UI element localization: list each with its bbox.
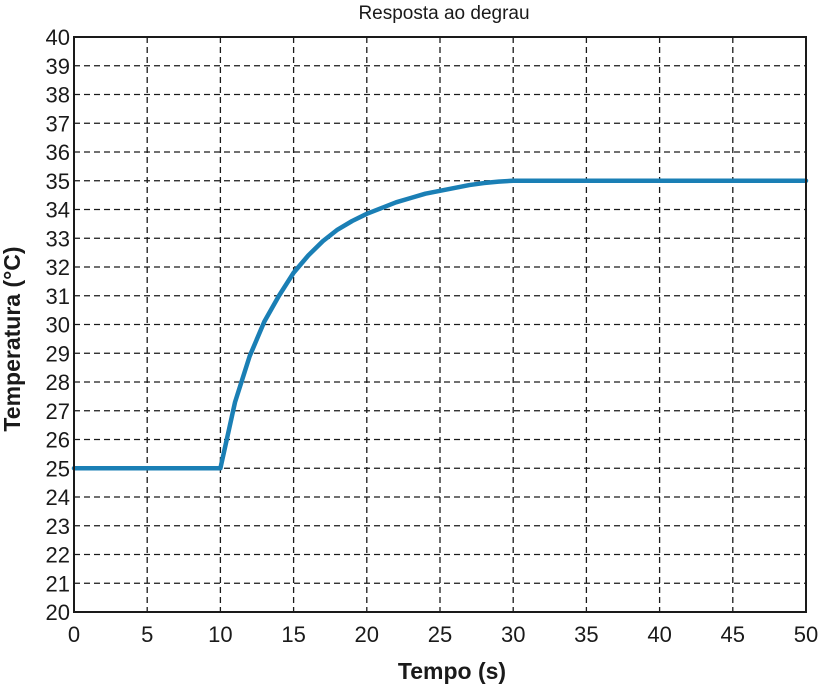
x-tick-label: 45: [721, 622, 745, 647]
plot-frame: [73, 36, 807, 613]
y-tick-label: 36: [46, 140, 70, 165]
y-tick-label: 35: [46, 169, 70, 194]
x-tick-label: 30: [501, 622, 525, 647]
series-line-0: [71, 178, 809, 471]
y-axis-label: Temperatura (°C): [0, 246, 25, 431]
x-tick-label: 35: [574, 622, 598, 647]
y-tick-label: 29: [46, 341, 70, 366]
series-layer: [71, 178, 809, 471]
y-tick-label: 28: [46, 370, 70, 395]
y-tick-label: 34: [46, 198, 70, 223]
x-tick-labels: 0 5 10 15 20 25 30 35 40 45 50: [68, 622, 818, 647]
y-tick-label: 21: [46, 571, 70, 596]
y-tick-label: 32: [46, 255, 70, 280]
y-tick-label: 25: [46, 456, 70, 481]
y-tick-label: 27: [46, 399, 70, 424]
y-tick-label: 33: [46, 226, 70, 251]
x-tick-label: 0: [68, 622, 80, 647]
x-tick-label: 15: [281, 622, 305, 647]
x-tick-label: 20: [355, 622, 379, 647]
y-tick-label: 22: [46, 543, 70, 568]
x-axis-label: Tempo (s): [398, 658, 506, 684]
x-tick-label: 10: [208, 622, 232, 647]
y-tick-label: 38: [46, 83, 70, 108]
y-tick-label: 31: [46, 284, 70, 309]
y-tick-label: 39: [46, 54, 70, 79]
x-tick-label: 25: [428, 622, 452, 647]
grid-lines: [74, 37, 806, 612]
y-tick-label: 30: [46, 313, 70, 338]
y-tick-label: 26: [46, 428, 70, 453]
y-tick-label: 24: [46, 485, 70, 510]
y-tick-labels: 20 21 22 23 24 25 26 27 28 29 30 31 32 33 34 35 36 37 38 39…: [46, 25, 70, 625]
y-tick-label: 37: [46, 111, 70, 136]
y-tick-label: 23: [46, 514, 70, 539]
x-tick-label: 40: [647, 622, 671, 647]
chart-title: Resposta ao degrau: [358, 3, 529, 24]
x-tick-label: 50: [794, 622, 818, 647]
y-tick-label: 20: [46, 600, 70, 625]
y-tick-label: 40: [46, 25, 70, 50]
x-tick-label: 5: [141, 622, 153, 647]
